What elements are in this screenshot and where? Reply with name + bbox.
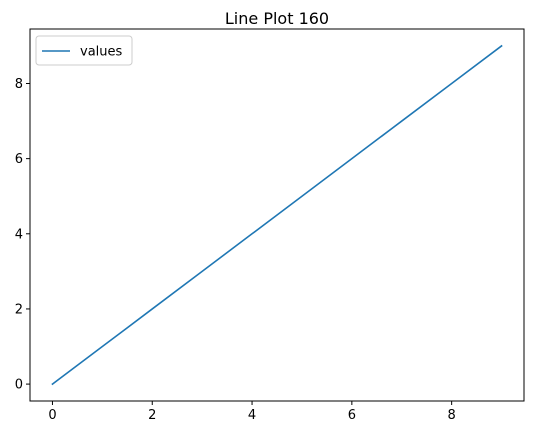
chart-title: Line Plot 160	[225, 9, 329, 28]
x-tick-label: 8	[448, 408, 456, 423]
y-tick-label: 0	[15, 378, 23, 393]
x-tick-label: 2	[148, 408, 156, 423]
series-layer	[51, 44, 503, 386]
y-tick-label: 2	[15, 302, 23, 317]
y-tick-label: 6	[15, 152, 23, 167]
x-axis: 0 2 4 6 8	[48, 401, 456, 423]
x-tick-label: 6	[348, 408, 356, 423]
y-tick-label: 4	[15, 227, 23, 242]
series-line-values	[51, 44, 503, 386]
plot-area	[29, 28, 525, 402]
y-axis: 0 2 4 6 8	[15, 77, 30, 393]
x-tick-label: 4	[248, 408, 256, 423]
y-tick-label: 8	[15, 77, 23, 92]
legend-box	[35, 35, 133, 66]
x-tick-label: 0	[48, 408, 56, 423]
legend: values	[35, 35, 133, 66]
legend-label: values	[80, 45, 123, 60]
